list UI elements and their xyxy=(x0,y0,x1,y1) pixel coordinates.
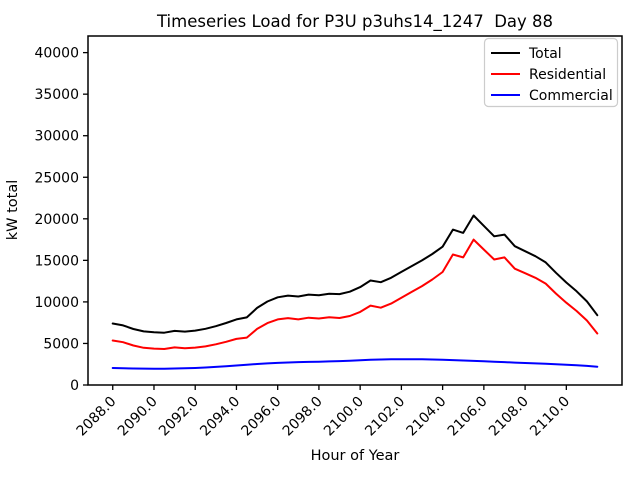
x-tick-label: 2108.0 xyxy=(486,394,532,440)
x-axis-ticks: 2088.02090.02092.02094.02096.02098.02100… xyxy=(74,385,573,440)
legend-entry-residential: Residential xyxy=(491,67,606,83)
legend-box xyxy=(483,37,619,108)
y-tick-label: 20000 xyxy=(34,212,79,228)
x-tick-label: 2094.0 xyxy=(197,394,243,440)
series-line-commercial xyxy=(111,358,599,370)
legend: Total Residential Commercial xyxy=(483,37,619,108)
x-tick-label: 2090.0 xyxy=(115,394,161,440)
x-tick-label: 2106.0 xyxy=(445,394,491,440)
y-tick-label: 5000 xyxy=(43,336,79,352)
x-tick-label: 2104.0 xyxy=(403,394,449,440)
series-line-total xyxy=(111,214,599,334)
legend-entry-commercial: Commercial xyxy=(491,88,613,104)
x-axis-label: Hour of Year xyxy=(311,448,400,464)
y-axis-ticks: 0 5000 10000 15000 20000 25000 30000 35000 40000 xyxy=(34,46,88,394)
x-tick-label: 2098.0 xyxy=(280,394,326,440)
chart-title: Timeseries Load for P3U p3uhs14_1247 Day… xyxy=(156,12,553,32)
x-tick-label: 2096.0 xyxy=(239,394,285,440)
x-tick-label: 2102.0 xyxy=(362,394,408,440)
legend-label-total: Total xyxy=(528,46,562,62)
y-axis-label: kW total xyxy=(5,180,21,241)
y-tick-label: 0 xyxy=(70,378,79,394)
legend-entry-total: Total xyxy=(491,46,562,62)
y-tick-label: 10000 xyxy=(34,295,79,311)
legend-label-commercial: Commercial xyxy=(529,88,613,104)
y-tick-label: 15000 xyxy=(34,253,79,269)
x-tick-label: 2088.0 xyxy=(74,394,120,440)
y-tick-label: 40000 xyxy=(34,46,79,62)
series-line-residential xyxy=(111,238,599,350)
x-tick-label: 2110.0 xyxy=(527,394,573,440)
y-tick-label: 35000 xyxy=(34,87,79,103)
x-tick-label: 2100.0 xyxy=(321,394,367,440)
x-tick-label: 2092.0 xyxy=(156,394,202,440)
legend-label-residential: Residential xyxy=(529,67,606,83)
y-tick-label: 30000 xyxy=(34,129,79,145)
y-tick-label: 25000 xyxy=(34,170,79,186)
series-lines xyxy=(111,214,599,370)
